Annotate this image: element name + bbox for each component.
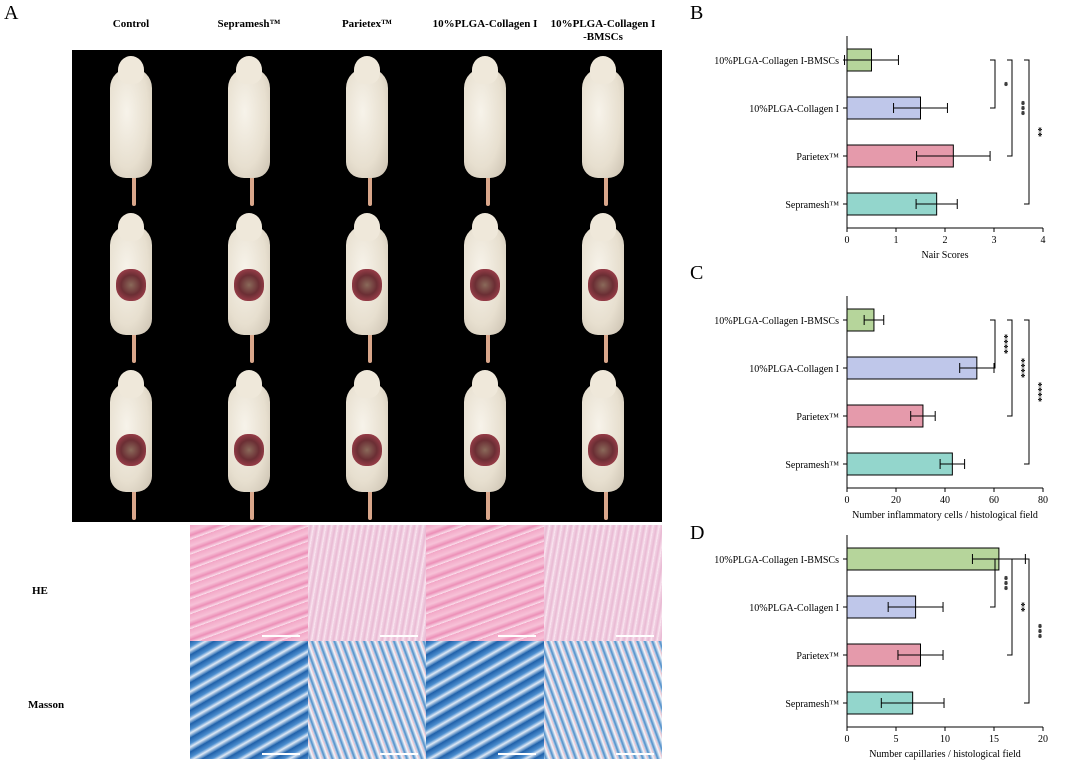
column-header-parietex: Parietex™	[341, 18, 393, 30]
x-tick-label: 0	[845, 734, 850, 745]
significance-bracket	[1024, 319, 1030, 465]
he-stain-image	[190, 525, 308, 641]
he-stain-image	[426, 525, 544, 641]
x-tick-label: 10	[940, 734, 950, 745]
x-tick-label: 5	[894, 734, 899, 745]
rat-photo-open	[426, 364, 544, 521]
significance-bracket	[1007, 59, 1013, 157]
y-tick-label: 10%PLGA-Collagen I	[749, 364, 839, 375]
significance-bracket	[990, 59, 996, 109]
masson-stain-image	[544, 641, 662, 759]
y-tick-label: 10%PLGA-Collagen I	[749, 104, 839, 115]
bar	[846, 356, 978, 380]
significance-marker: ***	[998, 576, 1009, 591]
y-tick-label: 10%PLGA-Collagen I-BMSCs	[714, 56, 839, 67]
y-tick-label: Sepramesh™	[785, 200, 839, 211]
panel-label-a: A	[4, 2, 19, 24]
significance-marker: ****	[998, 334, 1009, 354]
rat-photo	[190, 50, 308, 207]
significance-bracket	[990, 319, 996, 369]
rat-photo-wound	[544, 207, 662, 364]
rat-photo	[426, 50, 544, 207]
x-axis-label: Nair Scores	[922, 250, 969, 261]
row-label-masson: Masson	[28, 699, 65, 711]
column-header-plga-collagen: 10%PLGA-Collagen I	[432, 18, 538, 30]
rat-photo-wound	[308, 207, 426, 364]
x-tick-label: 20	[1038, 734, 1048, 745]
x-tick-label: 3	[992, 235, 997, 246]
rat-photo-wound	[426, 207, 544, 364]
column-header-control: Control	[112, 18, 150, 30]
x-tick-label: 2	[943, 235, 948, 246]
masson-stain-image	[426, 641, 544, 759]
chart-capillaries: 10%PLGA-Collagen I-BMSCs 10%PLGA-Collagen…	[714, 535, 1048, 760]
significance-marker: ***	[1032, 624, 1043, 639]
x-tick-label: 60	[989, 495, 999, 506]
significance-bracket	[990, 558, 996, 608]
significance-marker: ****	[1015, 358, 1026, 378]
y-tick-label: Sepramesh™	[785, 460, 839, 471]
masson-stain-image	[190, 641, 308, 759]
significance-bracket	[1024, 558, 1030, 704]
chart-nair-scores: 10%PLGA-Collagen I-BMSCs 10%PLGA-Collagen…	[714, 36, 1046, 261]
he-stain-image	[544, 525, 662, 641]
y-tick-label: Parietex™	[796, 152, 839, 163]
chart-inflammatory-cells: 10%PLGA-Collagen I-BMSCs 10%PLGA-Collagen…	[714, 296, 1048, 521]
y-tick-label: Parietex™	[796, 651, 839, 662]
x-tick-label: 80	[1038, 495, 1048, 506]
rat-photo	[308, 50, 426, 207]
significance-marker: ***	[1015, 101, 1026, 116]
rat-photo-open	[190, 364, 308, 521]
column-header-sepramesh: Sepramesh™	[217, 18, 281, 30]
y-tick-label: 10%PLGA-Collagen I-BMSCs	[714, 555, 839, 566]
significance-marker: **	[1032, 127, 1043, 137]
panel-label-c: C	[690, 262, 704, 284]
rat-photo	[72, 50, 190, 207]
rat-photo-wound	[72, 207, 190, 364]
x-tick-label: 15	[989, 734, 999, 745]
row-label-he: HE	[32, 585, 48, 597]
significance-marker: ****	[1032, 382, 1043, 402]
x-tick-label: 4	[1041, 235, 1046, 246]
significance-bracket	[1007, 319, 1013, 417]
rat-photo-wound	[190, 207, 308, 364]
bar	[846, 452, 953, 476]
rat-photo-open	[308, 364, 426, 521]
column-header-plga-collagen-bmscs: 10%PLGA-Collagen I -BMSCs	[550, 18, 656, 43]
y-tick-label: 10%PLGA-Collagen I	[749, 603, 839, 614]
significance-bracket	[1024, 59, 1030, 205]
x-tick-label: 40	[940, 495, 950, 506]
y-tick-label: Parietex™	[796, 412, 839, 423]
significance-marker: **	[1015, 602, 1026, 612]
x-tick-label: 0	[845, 235, 850, 246]
significance-bracket	[1007, 558, 1013, 656]
masson-stain-image	[308, 641, 426, 759]
panel-label-b: B	[690, 2, 704, 24]
x-axis-label: Number inflammatory cells / histological…	[852, 510, 1038, 521]
rat-photo-open	[72, 364, 190, 521]
x-axis-label: Number capillaries / histological field	[869, 749, 1021, 760]
rat-photo-open	[544, 364, 662, 521]
x-tick-label: 0	[845, 495, 850, 506]
y-tick-label: Sepramesh™	[785, 699, 839, 710]
he-stain-image	[308, 525, 426, 641]
rat-photo-grid	[72, 50, 662, 522]
x-tick-label: 20	[891, 495, 901, 506]
panel-label-d: D	[690, 522, 705, 544]
y-tick-label: 10%PLGA-Collagen I-BMSCs	[714, 316, 839, 327]
x-tick-label: 1	[894, 235, 899, 246]
significance-marker: *	[998, 82, 1009, 87]
rat-photo	[544, 50, 662, 207]
